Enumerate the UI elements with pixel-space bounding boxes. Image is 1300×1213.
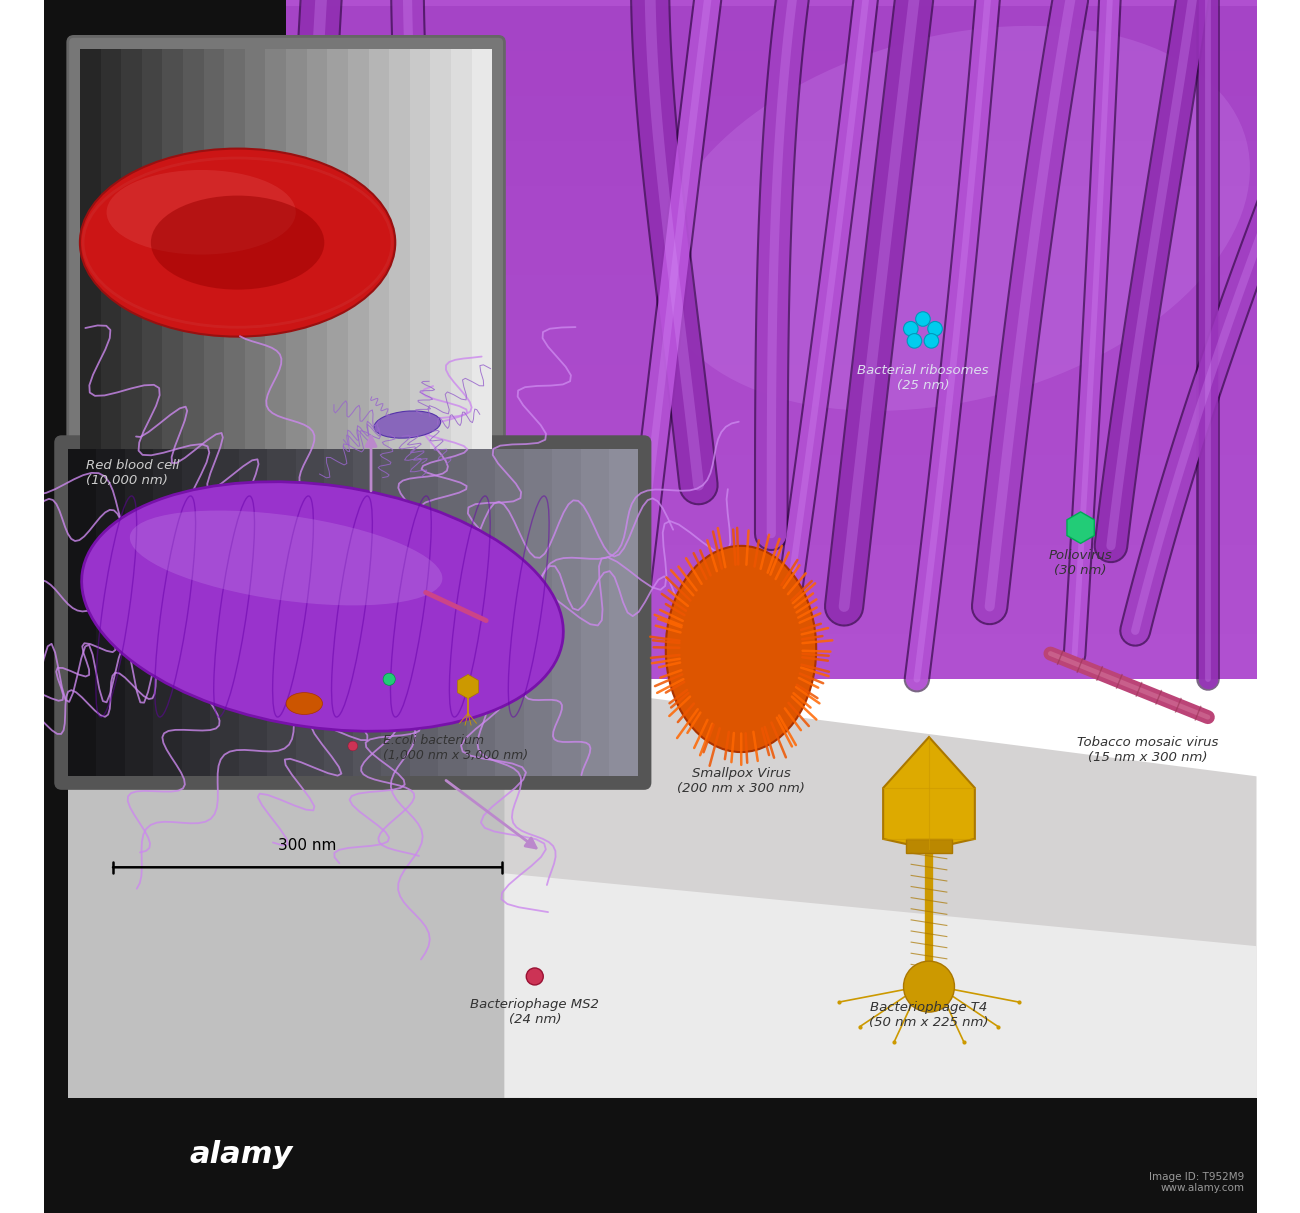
Bar	[410, 49, 430, 485]
Bar	[211, 449, 239, 776]
Bar	[244, 49, 265, 485]
Bar	[610, 449, 638, 776]
Bar	[495, 449, 524, 776]
Bar	[286, 49, 307, 485]
Bar	[265, 49, 286, 485]
Ellipse shape	[374, 411, 441, 438]
Bar	[369, 49, 389, 485]
Bar	[182, 449, 211, 776]
Polygon shape	[883, 738, 975, 849]
Circle shape	[384, 673, 395, 685]
Bar	[43, 51, 1257, 96]
Bar	[352, 449, 381, 776]
Bar	[43, 141, 1257, 186]
Bar	[43, 1098, 1257, 1213]
Bar	[43, 410, 1257, 455]
Bar	[239, 449, 268, 776]
Text: Bacteriophage T4
(50 nm x 225 nm): Bacteriophage T4 (50 nm x 225 nm)	[870, 1001, 989, 1029]
Bar	[43, 230, 1257, 275]
Circle shape	[928, 321, 942, 336]
Bar	[162, 49, 183, 485]
Bar	[451, 49, 472, 485]
Circle shape	[915, 312, 931, 326]
Bar	[43, 186, 1257, 230]
Circle shape	[526, 968, 543, 985]
Ellipse shape	[151, 195, 324, 290]
Bar	[43, 500, 1257, 545]
Bar	[43, 443, 529, 1098]
Bar	[581, 449, 610, 776]
Bar	[68, 449, 96, 776]
Bar	[467, 449, 495, 776]
Bar	[43, 275, 1257, 320]
Bar	[43, 0, 286, 146]
Text: Bacterial ribosomes
(25 nm): Bacterial ribosomes (25 nm)	[857, 364, 989, 392]
FancyBboxPatch shape	[56, 437, 650, 788]
Bar	[43, 320, 1257, 365]
Ellipse shape	[82, 482, 563, 731]
Bar	[524, 449, 552, 776]
Polygon shape	[504, 679, 1257, 1098]
Bar	[328, 49, 348, 485]
Ellipse shape	[666, 546, 816, 752]
Text: 300 nm: 300 nm	[278, 838, 337, 853]
Ellipse shape	[107, 170, 296, 255]
Text: Smallpox Virus
(200 nm x 300 nm): Smallpox Virus (200 nm x 300 nm)	[677, 767, 805, 795]
Circle shape	[903, 321, 918, 336]
Bar	[410, 449, 438, 776]
Bar	[43, 96, 1257, 141]
Bar	[43, 6, 1257, 51]
Polygon shape	[504, 873, 1257, 1098]
Circle shape	[907, 334, 922, 348]
Bar	[79, 49, 100, 485]
Bar	[224, 49, 244, 485]
Bar	[268, 449, 296, 776]
Bar	[43, 545, 1257, 590]
Ellipse shape	[79, 149, 395, 337]
Bar	[43, 6, 68, 1098]
Ellipse shape	[130, 511, 442, 605]
Bar	[183, 49, 204, 485]
Bar	[906, 839, 952, 853]
Text: alamy: alamy	[188, 1140, 292, 1169]
Bar	[43, 0, 1257, 679]
Circle shape	[348, 741, 358, 751]
Bar	[389, 49, 410, 485]
Bar	[348, 49, 369, 485]
Text: E.coli bacterium
(1,000 nm x 3,000 nm): E.coli bacterium (1,000 nm x 3,000 nm)	[384, 734, 528, 762]
FancyBboxPatch shape	[68, 36, 504, 497]
Bar	[307, 49, 328, 485]
Bar	[142, 49, 162, 485]
Bar	[121, 49, 142, 485]
Bar	[296, 449, 324, 776]
Bar	[324, 449, 352, 776]
Text: Image ID: T952M9
www.alamy.com: Image ID: T952M9 www.alamy.com	[1149, 1172, 1244, 1194]
Ellipse shape	[656, 25, 1249, 411]
Bar	[430, 49, 451, 485]
Bar	[43, 455, 1257, 500]
Bar	[204, 49, 224, 485]
Circle shape	[924, 334, 939, 348]
Bar	[96, 449, 125, 776]
Text: Poliovirus
(30 nm): Poliovirus (30 nm)	[1049, 549, 1113, 577]
Text: Tobacco mosaic virus
(15 nm x 300 nm): Tobacco mosaic virus (15 nm x 300 nm)	[1076, 736, 1218, 764]
Bar	[153, 449, 182, 776]
Ellipse shape	[286, 693, 322, 714]
Bar	[43, 365, 1257, 410]
Bar	[125, 449, 153, 776]
Bar	[381, 449, 410, 776]
Bar	[438, 449, 467, 776]
Bar	[43, 634, 1257, 679]
Bar	[552, 449, 581, 776]
Bar	[100, 49, 121, 485]
Text: Red blood cell
(10,000 nm): Red blood cell (10,000 nm)	[86, 459, 179, 486]
Circle shape	[903, 961, 954, 1012]
Bar	[472, 49, 493, 485]
Text: Bacteriophage MS2
(24 nm): Bacteriophage MS2 (24 nm)	[471, 998, 599, 1026]
Bar	[43, 590, 1257, 634]
